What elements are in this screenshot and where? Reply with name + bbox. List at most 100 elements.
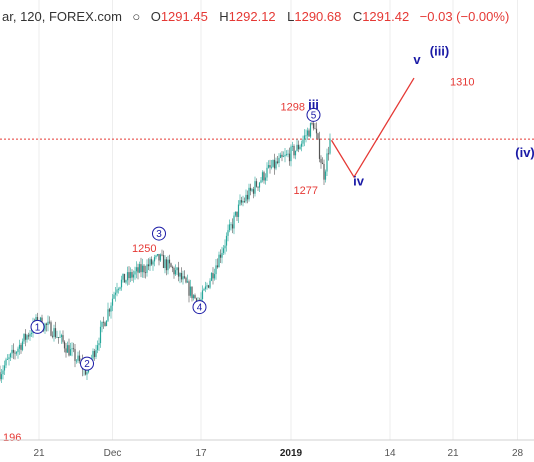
candle-body bbox=[5, 359, 7, 366]
candle-body bbox=[78, 355, 81, 362]
candle-body bbox=[68, 345, 70, 356]
candle-body bbox=[159, 254, 162, 261]
price-level-label: 1310 bbox=[450, 77, 474, 89]
candle-body bbox=[86, 372, 88, 375]
candle-body bbox=[222, 248, 225, 253]
wave-circle-marker bbox=[80, 356, 94, 371]
candle-body bbox=[230, 224, 232, 226]
price-level-label: 196 bbox=[3, 432, 21, 444]
candle-body bbox=[192, 295, 195, 299]
candle-body bbox=[45, 323, 48, 326]
candle-body bbox=[305, 135, 307, 137]
x-tick-label: 14 bbox=[384, 448, 396, 459]
candle-body bbox=[326, 153, 328, 172]
candle-body bbox=[74, 349, 76, 361]
candle-body bbox=[182, 276, 184, 280]
wave-roman-label: (iii) bbox=[430, 43, 450, 58]
candle-body bbox=[236, 211, 238, 217]
candle-body bbox=[117, 288, 120, 290]
candle-body bbox=[308, 130, 310, 137]
candle-body bbox=[77, 355, 79, 361]
candle-body bbox=[282, 156, 285, 158]
candle-body bbox=[75, 360, 78, 362]
candle-body bbox=[209, 280, 211, 288]
candle-body bbox=[92, 350, 94, 359]
candle-body bbox=[135, 267, 138, 272]
candle-body bbox=[183, 276, 186, 278]
candle-body bbox=[99, 326, 102, 344]
candle-body bbox=[210, 273, 213, 281]
candle-body bbox=[227, 230, 229, 236]
close-value: 1291.42 bbox=[362, 9, 409, 24]
candle-body bbox=[110, 305, 112, 312]
candle-body bbox=[242, 200, 244, 203]
candle-body bbox=[107, 309, 109, 321]
candle-body bbox=[98, 343, 100, 346]
candle-body bbox=[143, 265, 145, 273]
candle-body bbox=[269, 165, 271, 168]
x-tick-label: 17 bbox=[195, 448, 207, 459]
wave-roman-label: iii bbox=[308, 97, 319, 112]
candle-body bbox=[132, 274, 135, 278]
candle-body bbox=[156, 253, 159, 256]
candle-body bbox=[233, 215, 235, 229]
candle-body bbox=[122, 273, 124, 280]
symbol-label: ar, 120, FOREX.com bbox=[2, 9, 122, 24]
candle-body bbox=[306, 130, 309, 136]
candle-body bbox=[189, 286, 192, 296]
candle-body bbox=[152, 261, 154, 265]
candle-body bbox=[216, 265, 219, 268]
x-tick-label: 21 bbox=[447, 448, 459, 459]
candle-body bbox=[291, 145, 294, 147]
wave-number-label: 2 bbox=[84, 359, 90, 370]
price-level-label: 1250 bbox=[132, 243, 156, 255]
x-tick-label: Dec bbox=[104, 448, 122, 459]
candle-body bbox=[180, 273, 183, 280]
candle-body bbox=[164, 259, 166, 268]
wave-roman-label: v bbox=[413, 52, 421, 67]
candle-body bbox=[303, 135, 306, 140]
candle-body bbox=[273, 159, 276, 169]
candle-body bbox=[50, 322, 52, 336]
candle-body bbox=[147, 264, 150, 267]
candle-body bbox=[288, 153, 291, 162]
candle-body bbox=[258, 182, 261, 188]
candle-body bbox=[261, 172, 264, 181]
candle-body bbox=[323, 163, 325, 180]
candle-body bbox=[168, 259, 171, 264]
candle-body bbox=[72, 348, 75, 350]
candle-body bbox=[140, 264, 142, 273]
candle-body bbox=[93, 350, 96, 357]
x-tick-label: 21 bbox=[33, 448, 45, 459]
candle-body bbox=[320, 158, 322, 163]
high-value: 1292.12 bbox=[229, 9, 276, 24]
candle-body bbox=[302, 139, 304, 144]
candle-body bbox=[194, 295, 196, 299]
candle-body bbox=[69, 349, 72, 356]
price-level-labels: 1298 1277 1250 1310 196 bbox=[3, 77, 474, 444]
candle-body bbox=[257, 186, 259, 188]
candle-body bbox=[173, 268, 175, 275]
ohlc-header: ar, 120, FOREX.com ○ O1291.45 H1292.12 L… bbox=[2, 9, 509, 24]
candle-body bbox=[167, 259, 169, 271]
x-tick-label: 28 bbox=[512, 448, 524, 459]
wave-number-label: 4 bbox=[197, 303, 203, 314]
candle-body bbox=[3, 365, 6, 371]
candle-body bbox=[137, 267, 139, 273]
candle-body bbox=[254, 181, 256, 194]
candle-body bbox=[225, 235, 228, 246]
candle-body bbox=[224, 245, 226, 249]
candle-body bbox=[207, 285, 210, 288]
candle-body bbox=[116, 289, 118, 293]
candle-body bbox=[53, 328, 55, 337]
candle-body bbox=[294, 150, 297, 156]
candle-body bbox=[11, 349, 13, 354]
candle-body bbox=[266, 167, 268, 178]
candle-body bbox=[206, 285, 208, 287]
candle-body bbox=[155, 255, 157, 258]
candle-body bbox=[14, 352, 16, 354]
open-value: 1291.45 bbox=[161, 9, 208, 24]
candle-body bbox=[0, 372, 1, 380]
